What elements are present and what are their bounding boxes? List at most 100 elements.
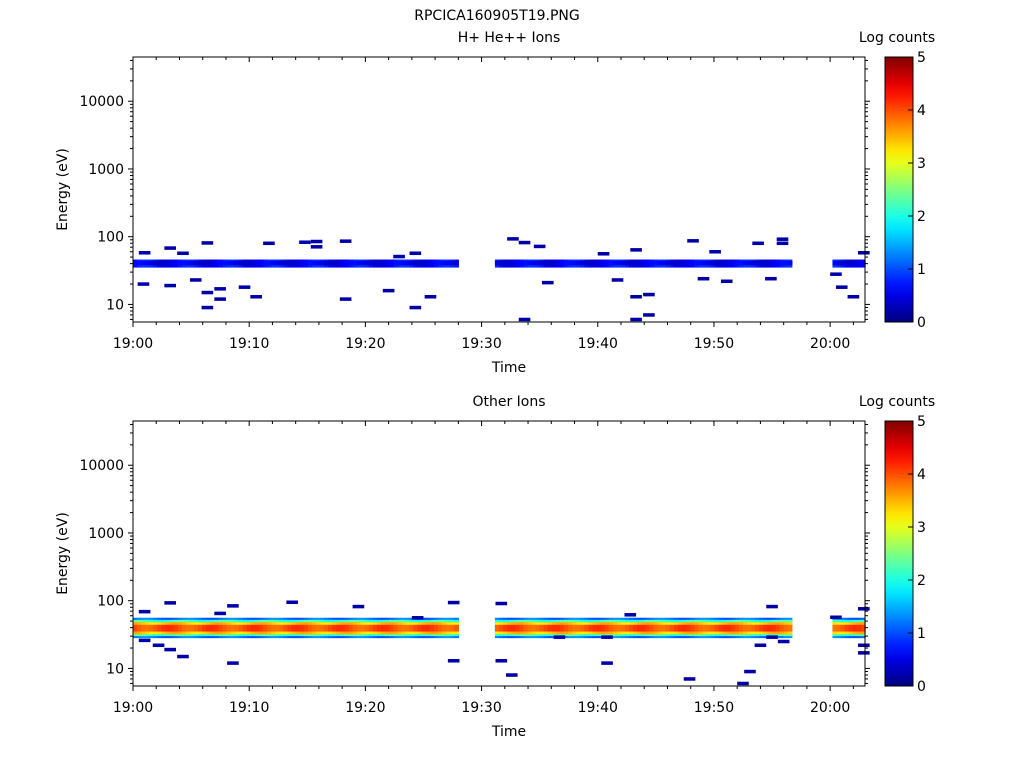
band-cell bbox=[551, 624, 557, 632]
band-cell bbox=[454, 624, 459, 632]
band-cell bbox=[405, 624, 411, 632]
band-cell bbox=[279, 624, 285, 632]
band-cell bbox=[356, 624, 362, 632]
band-cell bbox=[364, 624, 370, 632]
scatter-cell bbox=[766, 604, 778, 609]
scatter-cell bbox=[858, 643, 870, 648]
band-cell bbox=[421, 260, 427, 266]
band-cell bbox=[539, 624, 545, 632]
band-cell bbox=[755, 260, 760, 266]
scatter-cell bbox=[533, 244, 546, 249]
band-cell bbox=[580, 260, 585, 266]
band-cell bbox=[246, 624, 252, 632]
colorbar-tick-label: 1 bbox=[917, 626, 926, 642]
band-cell bbox=[596, 260, 602, 266]
scatter-cell bbox=[697, 276, 710, 281]
scatter-cell bbox=[393, 254, 405, 259]
scatter-cell bbox=[177, 251, 189, 256]
x-tick-label: 19:30 bbox=[461, 336, 501, 352]
band-cell bbox=[637, 260, 642, 266]
x-tick-label: 19:10 bbox=[229, 700, 269, 716]
scatter-cell bbox=[830, 615, 842, 620]
scatter-cell bbox=[214, 297, 226, 301]
scatter-cell bbox=[339, 297, 352, 301]
scatter-cell bbox=[765, 276, 777, 281]
colorbar-tick-label: 3 bbox=[917, 156, 926, 172]
band-cell bbox=[621, 260, 626, 266]
band-cell bbox=[718, 260, 724, 266]
band-cell bbox=[710, 260, 716, 266]
scatter-cells bbox=[138, 600, 870, 686]
band-cell bbox=[145, 260, 150, 266]
band-cell bbox=[547, 260, 553, 266]
band-cell bbox=[185, 260, 191, 266]
figure-title: RPCICA160905T19.PNG bbox=[414, 8, 579, 24]
colorbar-scale bbox=[884, 56, 914, 323]
band-cell bbox=[665, 624, 671, 632]
band-cell bbox=[234, 624, 240, 632]
band-cell bbox=[722, 260, 728, 266]
band-cell bbox=[612, 624, 618, 632]
band-cell bbox=[637, 624, 642, 632]
band-cell bbox=[592, 260, 598, 266]
band-cell bbox=[706, 624, 712, 632]
band-cell bbox=[661, 624, 667, 632]
scatter-cell bbox=[447, 600, 460, 605]
y-tick-label: 1000 bbox=[88, 162, 124, 178]
band-cell bbox=[425, 624, 431, 632]
scatter-cell bbox=[858, 651, 870, 655]
scatter-cell bbox=[310, 239, 323, 244]
band-cell bbox=[425, 260, 431, 266]
scatter-cell bbox=[299, 240, 311, 244]
band-cell bbox=[547, 624, 553, 632]
band-cell bbox=[596, 624, 602, 632]
scatter-cell bbox=[214, 611, 226, 616]
scatter-cell bbox=[138, 251, 151, 255]
band-cell bbox=[198, 624, 203, 632]
scatter-cell bbox=[597, 252, 610, 256]
colorbar: 0 1 2 3 4 5 Log counts bbox=[859, 30, 935, 331]
band-cell bbox=[560, 624, 565, 632]
band-cell bbox=[848, 260, 854, 266]
scatter-cell bbox=[409, 251, 422, 256]
band-cell bbox=[409, 260, 415, 266]
band-cell bbox=[621, 624, 626, 632]
scatter-cell bbox=[744, 669, 756, 674]
band-cell bbox=[177, 260, 183, 266]
band-cell bbox=[442, 260, 447, 266]
scatter-cell bbox=[424, 294, 437, 299]
scatter-cell bbox=[643, 292, 655, 297]
band-cell bbox=[641, 260, 646, 266]
band-cell bbox=[234, 260, 240, 266]
band-cell bbox=[629, 624, 634, 632]
colorbar-tick-label: 4 bbox=[917, 467, 926, 483]
band-cell bbox=[372, 624, 378, 632]
band-4 bbox=[133, 624, 866, 632]
band-cell bbox=[161, 260, 167, 266]
band-cell bbox=[287, 624, 293, 632]
y-axis-label: Energy (eV) bbox=[55, 512, 71, 595]
band-cell bbox=[682, 260, 687, 266]
band-cell bbox=[527, 260, 533, 266]
band-cell bbox=[576, 260, 581, 266]
colorbar-label: Log counts bbox=[859, 30, 935, 46]
band-cell bbox=[173, 624, 179, 632]
scatter-cell bbox=[630, 294, 642, 299]
y-tick-label: 100 bbox=[97, 594, 124, 610]
band-cell bbox=[844, 260, 850, 266]
band-cell bbox=[275, 260, 280, 266]
band-cell bbox=[836, 624, 842, 632]
band-cell bbox=[255, 624, 260, 632]
band-cell bbox=[141, 624, 146, 632]
scatter-cell bbox=[250, 294, 262, 299]
band-cell bbox=[718, 624, 724, 632]
band-cell bbox=[137, 624, 142, 632]
band-cell bbox=[214, 624, 219, 632]
band-cell bbox=[783, 260, 789, 266]
band-cell bbox=[181, 624, 187, 632]
band-cell bbox=[299, 624, 305, 632]
band-cell bbox=[364, 260, 370, 266]
scatter-cell bbox=[835, 285, 848, 289]
scatter-cell bbox=[737, 681, 749, 686]
band-cell bbox=[429, 260, 435, 266]
